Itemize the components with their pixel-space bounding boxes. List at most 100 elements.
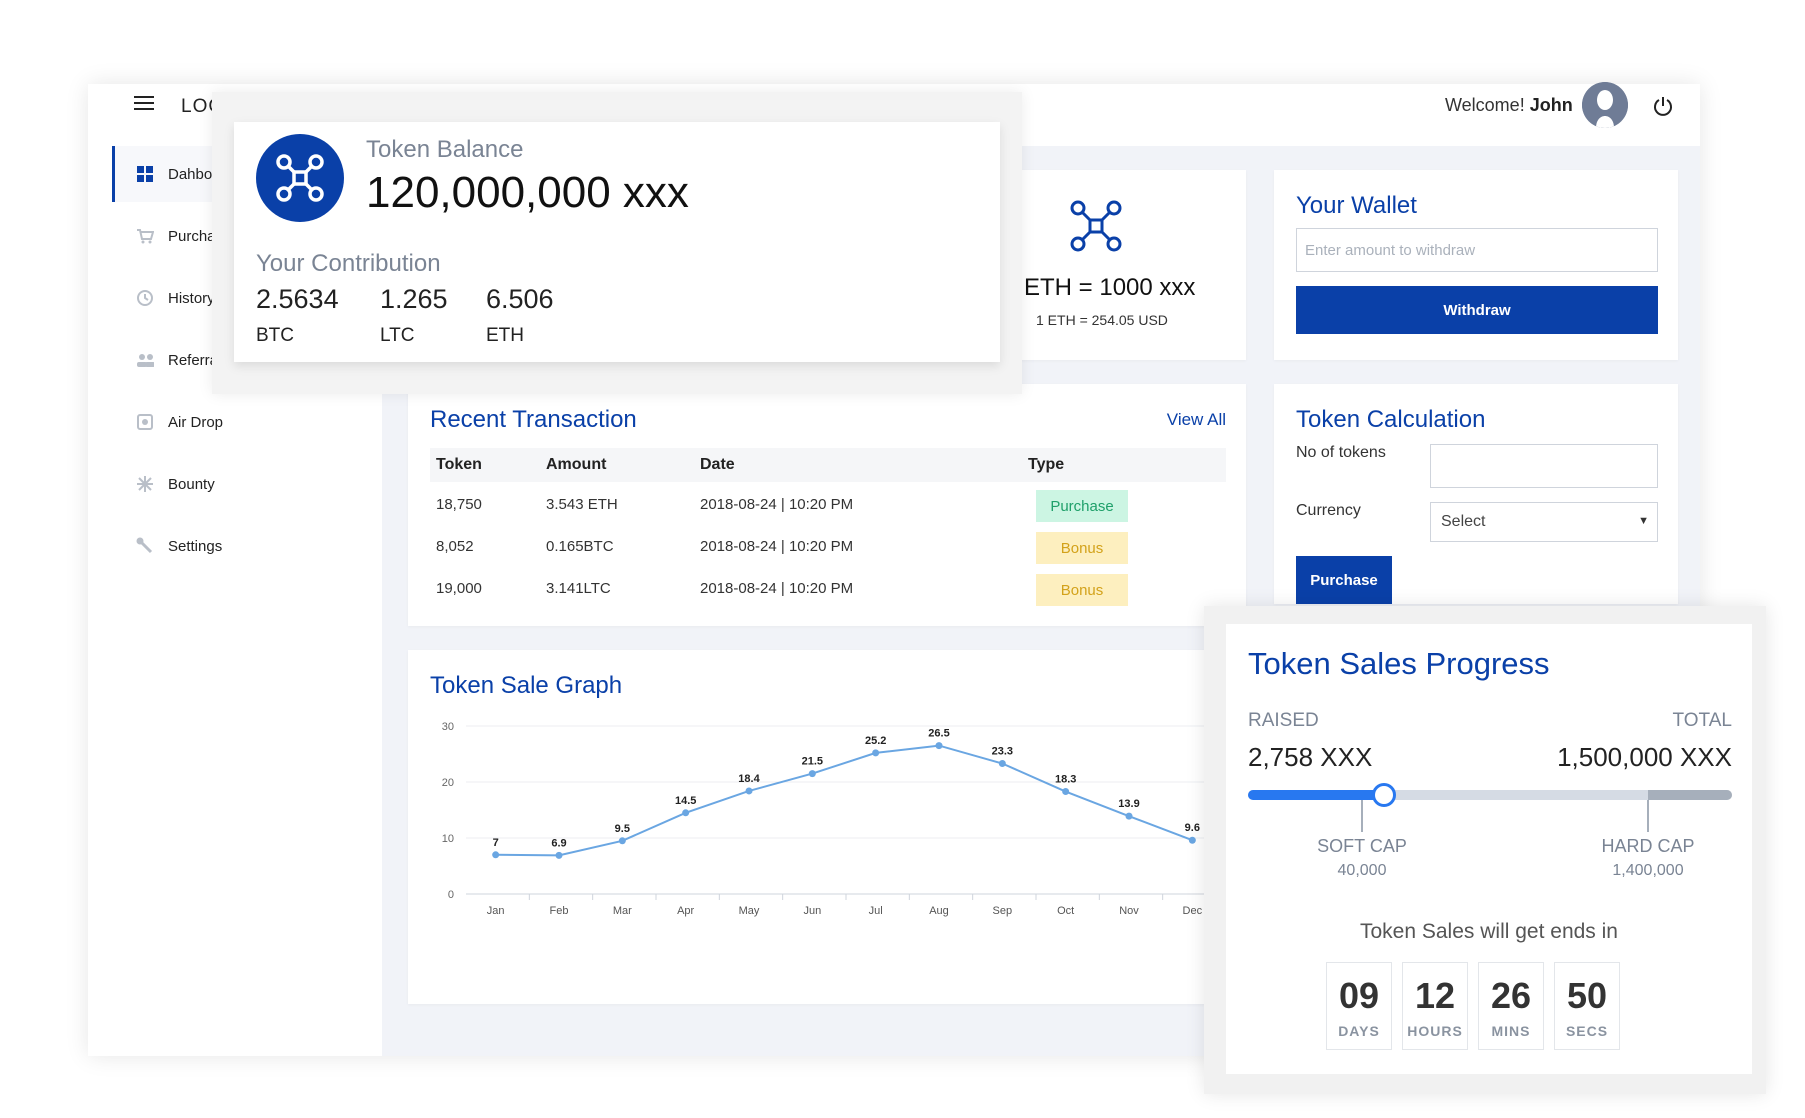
recent-transaction-title: Recent Transaction [430, 406, 637, 433]
soft-cap-label: SOFT CAP [1317, 836, 1407, 856]
chevron-down-icon: ▼ [1638, 515, 1649, 527]
currency-selected: Select [1441, 513, 1486, 530]
cell-token: 18,750 [436, 496, 482, 513]
wrench-icon [136, 537, 154, 555]
x-tick-label: Sep [993, 905, 1013, 917]
data-label: 23.3 [992, 746, 1013, 758]
countdown-value: 50 [1566, 975, 1608, 1016]
raised-value: 2,758 XXX [1248, 742, 1373, 772]
data-label: 9.5 [615, 823, 630, 835]
x-tick-label: Oct [1057, 905, 1074, 917]
y-tick-label: 30 [442, 721, 454, 733]
countdown-secs: 50 SECS [1554, 962, 1620, 1050]
table-row[interactable]: 19,000 3.141LTC 2018-08-24 | 10:20 PM Bo… [430, 572, 1226, 612]
data-point [682, 809, 690, 817]
data-point [872, 749, 880, 757]
x-tick-label: Nov [1119, 905, 1139, 917]
eth-usd-rate: 1 ETH = 254.05 USD [1036, 312, 1168, 328]
token-sale-graph-card: Token Sale Graph 0 10 20 30 Jan Feb Mar Apr May J… [408, 650, 1246, 1004]
column-header-date: Date [700, 456, 735, 473]
hard-cap-label: HARD CAP [1601, 836, 1695, 856]
raised-label: RAISED [1248, 710, 1319, 731]
welcome-prefix: Welcome! [1445, 95, 1525, 115]
sidebar-item-referral[interactable]: Referral [112, 332, 382, 388]
countdown-mins: 26 MINS [1478, 962, 1544, 1050]
token-logo-icon [1068, 198, 1124, 254]
sidebar-item-history[interactable]: History [112, 270, 382, 326]
progress-fill [1248, 790, 1384, 800]
sidebar-item-label: Bounty [168, 475, 215, 493]
sidebar-item-air-drop[interactable]: Air Drop [112, 394, 382, 450]
data-point [1062, 788, 1070, 796]
table-row[interactable]: 8,052 0.165BTC 2018-08-24 | 10:20 PM Bon… [430, 530, 1226, 570]
data-point [935, 742, 943, 750]
withdraw-amount-input[interactable] [1296, 228, 1658, 272]
contribution-eth: 6.506 ETH [486, 284, 554, 347]
token-logo-icon [256, 134, 344, 222]
sales-progress-bar [1248, 783, 1732, 807]
column-header-amount: Amount [546, 456, 607, 473]
data-point [492, 851, 500, 859]
sidebar-item-label: History [168, 289, 215, 307]
cell-date: 2018-08-24 | 10:20 PM [700, 496, 854, 513]
x-tick-label: Mar [613, 905, 632, 917]
cell-token: 19,000 [436, 580, 482, 597]
data-point [808, 770, 816, 778]
y-tick-label: 10 [442, 833, 454, 845]
purchase-button[interactable]: Purchase [1296, 556, 1392, 604]
sidebar-item-bounty[interactable]: Bounty [112, 456, 382, 512]
hard-cap-tick [1647, 800, 1649, 832]
cell-date: 2018-08-24 | 10:20 PM [700, 538, 854, 555]
cell-amount: 0.165BTC [546, 538, 614, 555]
eth-rate-card: ETH = 1000 xxx 1 ETH = 254.05 USD [1020, 170, 1246, 360]
column-header-type: Type [1028, 456, 1065, 473]
contribution-value: 2.5634 [256, 284, 339, 314]
token-calculation-card: Token Calculation No of tokens Currency … [1274, 384, 1678, 604]
countdown-hours: 12 HOURS [1402, 962, 1468, 1050]
currency-select[interactable]: Select ▼ [1430, 502, 1658, 542]
x-tick-label: Jan [487, 905, 505, 917]
data-label: 18.4 [738, 773, 760, 785]
withdraw-button[interactable]: Withdraw [1296, 286, 1658, 334]
contribution-ltc: 1.265 LTC [380, 284, 448, 347]
sales-ends-text: Token Sales will get ends in [1360, 920, 1618, 943]
sidebar-item-label: Air Drop [168, 413, 224, 431]
cell-token: 8,052 [436, 538, 474, 555]
token-sales-progress-card: Token Sales Progress RAISED TOTAL 2,758 … [1226, 624, 1752, 1074]
token-balance-card: Token Balance 120,000,000 xxx Your Contr… [234, 122, 1000, 362]
x-tick-label: Aug [929, 905, 949, 917]
tokens-input[interactable] [1430, 444, 1658, 488]
sidebar-item-settings[interactable]: Settings [112, 518, 382, 574]
data-label: 18.3 [1055, 774, 1076, 786]
view-all-link[interactable]: View All [1166, 410, 1226, 429]
type-badge: Bonus [1036, 574, 1128, 606]
data-point [618, 837, 626, 845]
data-point [1125, 812, 1133, 820]
token-balance-label: Token Balance [366, 136, 524, 163]
sales-progress-title: Token Sales Progress [1248, 646, 1550, 681]
menu-icon[interactable] [134, 96, 156, 114]
history-icon [136, 289, 154, 307]
user-name: John [1529, 95, 1573, 115]
y-tick-label: 0 [448, 889, 454, 901]
token-calculation-title: Token Calculation [1296, 406, 1486, 433]
contribution-label: Your Contribution [256, 250, 441, 277]
eth-value: ETH = 1000 xxx [1024, 274, 1196, 301]
data-label: 26.5 [928, 728, 949, 740]
contribution-currency: ETH [486, 325, 524, 346]
table-row[interactable]: 18,750 3.543 ETH 2018-08-24 | 10:20 PM P… [430, 488, 1226, 528]
power-icon[interactable] [1652, 95, 1674, 117]
countdown-unit: HOURS [1407, 1023, 1463, 1039]
avatar[interactable] [1582, 82, 1628, 128]
progress-knob[interactable] [1371, 783, 1396, 807]
x-tick-label: May [739, 905, 760, 917]
data-label: 7 [493, 837, 499, 849]
countdown-value: 09 [1338, 975, 1380, 1016]
data-point [998, 760, 1006, 768]
contribution-currency: LTC [380, 325, 415, 346]
wallet-title: Your Wallet [1296, 192, 1417, 219]
hard-cap-value: 1,400,000 [1612, 862, 1684, 879]
countdown-unit: DAYS [1338, 1023, 1380, 1039]
currency-label: Currency [1296, 502, 1361, 519]
cart-icon [136, 227, 154, 245]
